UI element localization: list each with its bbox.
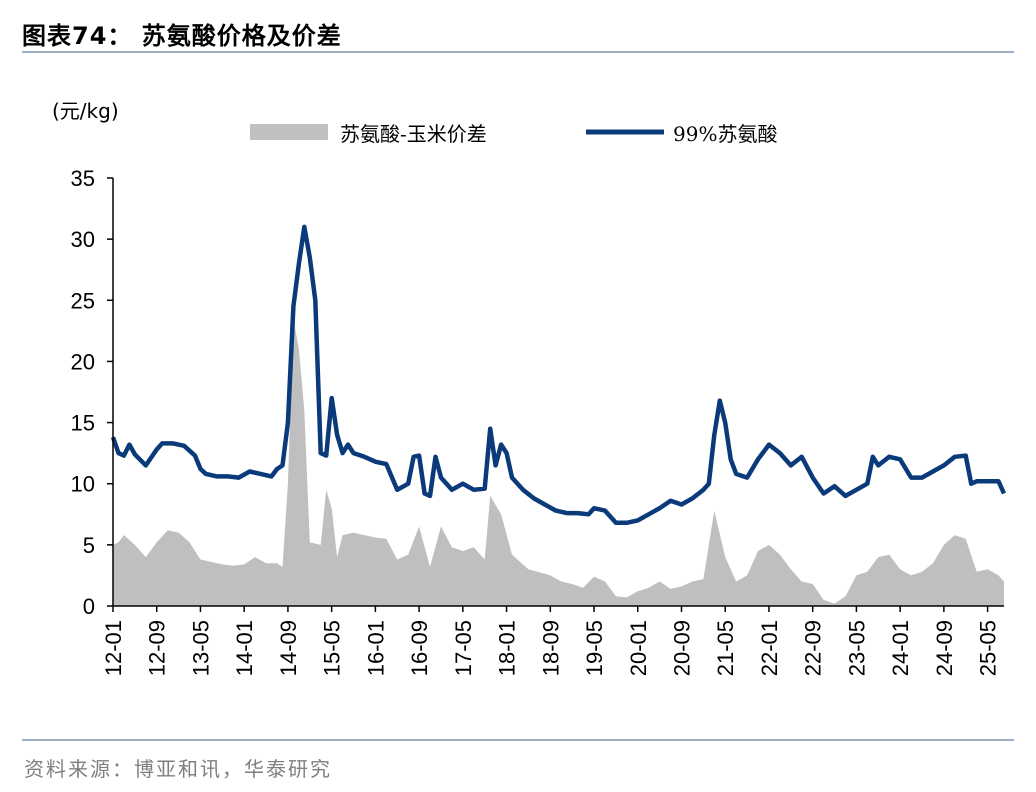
x-tick-label: 23-05 [844,620,869,676]
x-tick-label: 12-09 [145,620,170,676]
x-tick-label: 22-01 [757,620,782,676]
x-tick-label: 24-09 [932,620,957,676]
source-note: 资料来源：博亚和讯，华泰研究 [24,757,332,781]
title-bar: 图表74： 苏氨酸价格及价差 [22,12,1012,52]
bottom-divider [22,739,1014,741]
series-line-threonine [110,224,1007,526]
area-layer [113,318,1004,606]
legend: 苏氨酸-玉米价差 99%苏氨酸 [250,122,777,146]
x-tick-label: 16-01 [363,620,388,676]
legend-label-line: 99%苏氨酸 [673,122,777,146]
x-tick-label: 20-09 [670,620,695,676]
axis-layer: 0 5 10 15 20 25 30 35 12-01 12-09 13-05 14-01 14-09 1… [71,166,1004,676]
y-tick-label: 35 [71,166,95,191]
legend-label-area: 苏氨酸-玉米价差 [340,122,487,146]
chart-title: 图表74： 苏氨酸价格及价差 [22,22,342,50]
y-tick-label: 25 [71,288,95,313]
x-tick-label: 25-05 [976,620,1001,676]
x-tick-label: 20-01 [626,620,651,676]
top-divider [22,51,1014,53]
x-tick-label: 18-01 [495,620,520,676]
x-tick-label: 13-05 [189,620,214,676]
y-tick-label: 20 [71,349,95,374]
y-tick-label: 15 [71,411,95,436]
x-tick-label: 24-01 [888,620,913,676]
y-axis-unit-label: (元/kg) [52,99,119,123]
line-layer [110,224,1007,526]
x-tick-label: 14-01 [232,620,257,676]
chart-canvas: 0 5 10 15 20 25 30 35 12-01 12-09 13-05 14-01 14-09 1… [52,99,1007,676]
y-tick-label: 0 [83,594,95,619]
y-tick-label: 5 [83,533,95,558]
x-tick-label: 12-01 [101,620,126,676]
x-tick-label: 14-09 [276,620,301,676]
x-tick-label: 15-05 [320,620,345,676]
x-tick-label: 16-09 [407,620,432,676]
x-tick-label: 22-09 [801,620,826,676]
y-tick-label: 30 [71,227,95,252]
x-tick-label: 19-05 [582,620,607,676]
x-tick-label: 17-05 [451,620,476,676]
y-tick-label: 10 [71,472,95,497]
x-tick-label: 18-09 [538,620,563,676]
legend-swatch-area [250,124,328,140]
x-tick-label: 21-05 [713,620,738,676]
series-area-spread [113,318,1004,606]
